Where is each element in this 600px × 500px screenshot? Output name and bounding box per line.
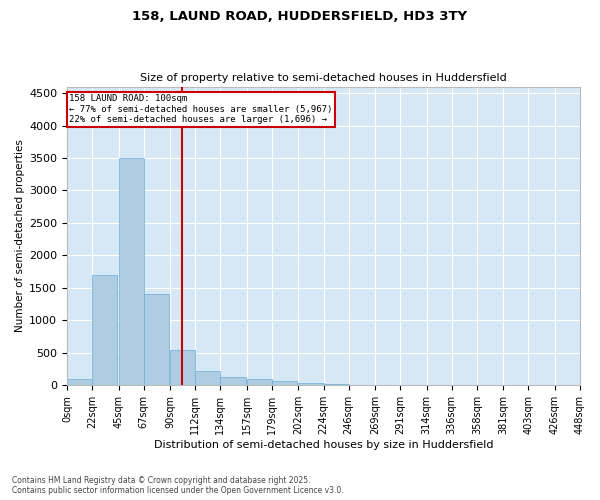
Bar (144, 294, 169, 386)
Bar (195, 371, 220, 386)
Bar (247, 379, 272, 386)
X-axis label: Distribution of semi-detached houses by size in Huddersfield: Distribution of semi-detached houses by … (154, 440, 493, 450)
Bar (298, 384, 323, 386)
Text: 158 LAUND ROAD: 100sqm
← 77% of semi-detached houses are smaller (5,967)
22% of : 158 LAUND ROAD: 100sqm ← 77% of semi-det… (70, 94, 332, 124)
Y-axis label: Number of semi-detached properties: Number of semi-detached properties (15, 140, 25, 332)
Bar (67, 379, 92, 386)
Bar (119, 158, 144, 386)
Bar (92, 275, 118, 386)
Bar (170, 350, 195, 386)
Text: 158, LAUND ROAD, HUDDERSFIELD, HD3 3TY: 158, LAUND ROAD, HUDDERSFIELD, HD3 3TY (133, 10, 467, 23)
Bar (375, 385, 400, 386)
Bar (272, 382, 297, 386)
Bar (220, 377, 245, 386)
Bar (349, 384, 374, 386)
Text: Contains HM Land Registry data © Crown copyright and database right 2025.
Contai: Contains HM Land Registry data © Crown c… (12, 476, 344, 495)
Bar (323, 384, 349, 386)
Title: Size of property relative to semi-detached houses in Huddersfield: Size of property relative to semi-detach… (140, 73, 507, 83)
